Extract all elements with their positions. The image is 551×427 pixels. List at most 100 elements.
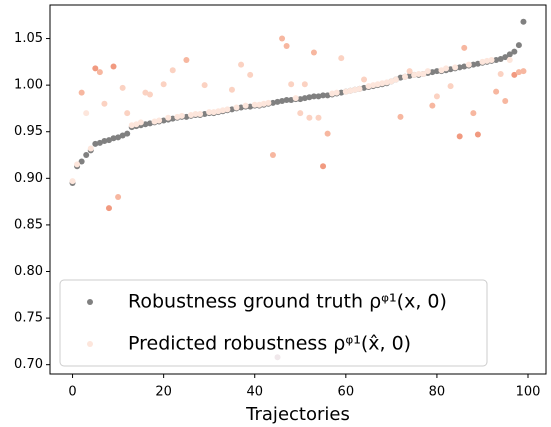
point	[156, 117, 163, 124]
x-tick-label: 80	[429, 385, 446, 400]
point	[92, 65, 99, 72]
point	[447, 83, 454, 90]
point	[502, 97, 509, 104]
point	[306, 114, 313, 121]
point	[283, 43, 290, 49]
point	[92, 140, 99, 147]
point	[301, 95, 308, 102]
point	[238, 104, 245, 111]
point	[238, 61, 245, 68]
point	[379, 80, 386, 87]
point	[169, 67, 176, 74]
point	[96, 139, 103, 146]
point	[438, 67, 445, 74]
point	[274, 98, 281, 105]
point	[101, 100, 108, 107]
point	[219, 107, 226, 114]
point	[142, 121, 149, 128]
point	[197, 111, 204, 118]
point	[206, 109, 213, 116]
point	[470, 61, 477, 68]
point	[288, 97, 295, 104]
point	[101, 138, 108, 145]
point	[160, 81, 167, 88]
point	[119, 84, 126, 91]
point	[488, 56, 495, 63]
y-tick-label: 0.80	[14, 264, 43, 279]
y-tick-label: 0.95	[14, 124, 43, 139]
point	[251, 101, 258, 108]
point	[310, 49, 317, 56]
y-tick-label: 0.70	[14, 357, 43, 372]
point	[406, 72, 413, 79]
point	[420, 70, 427, 77]
legend-label: Predicted robustness ρᵠ¹(x̂, 0)	[128, 333, 411, 355]
point	[192, 111, 199, 118]
point	[128, 122, 135, 129]
point	[329, 90, 336, 97]
point	[479, 58, 486, 65]
point	[78, 89, 85, 96]
point	[461, 44, 468, 51]
point	[269, 99, 276, 106]
point	[297, 110, 304, 117]
point	[137, 119, 144, 126]
point	[151, 118, 158, 125]
point	[511, 71, 518, 78]
legend-label: Robustness ground truth ρᵠ¹(x, 0)	[128, 291, 447, 313]
point	[474, 60, 481, 67]
point	[269, 152, 276, 159]
point	[506, 51, 513, 58]
point	[110, 135, 117, 142]
point	[69, 178, 76, 185]
point	[484, 57, 491, 64]
point	[392, 76, 399, 83]
point	[119, 132, 126, 139]
point	[511, 48, 518, 55]
point	[452, 64, 459, 71]
point	[115, 193, 122, 200]
point	[133, 121, 140, 128]
point	[83, 110, 90, 117]
point	[74, 161, 81, 168]
x-axis-label: Trajectories	[245, 404, 350, 425]
x-tick-label: 60	[338, 385, 355, 400]
point	[361, 84, 368, 91]
point	[497, 70, 504, 77]
point	[256, 101, 263, 108]
point	[456, 64, 463, 71]
point	[388, 78, 395, 85]
point	[201, 111, 208, 118]
point	[165, 114, 172, 121]
point	[279, 35, 286, 42]
point	[215, 108, 222, 115]
legend-marker	[87, 299, 93, 305]
y-tick-label: 0.75	[14, 311, 43, 326]
x-tick-label: 40	[246, 385, 263, 400]
point	[124, 110, 131, 117]
point	[105, 205, 112, 212]
point	[465, 61, 472, 68]
y-tick-label: 1.05	[14, 31, 43, 46]
point	[242, 102, 249, 109]
point	[520, 68, 527, 75]
point	[160, 117, 167, 124]
point	[315, 93, 322, 100]
point	[224, 106, 231, 113]
point	[146, 91, 153, 98]
y-tick-label: 0.90	[14, 171, 43, 186]
x-tick-label: 100	[516, 385, 541, 400]
point	[265, 99, 272, 106]
point	[383, 79, 390, 86]
point	[497, 56, 504, 63]
point	[260, 100, 267, 107]
point	[233, 104, 240, 111]
point	[288, 81, 295, 88]
x-tick-label: 20	[155, 385, 172, 400]
point	[247, 71, 254, 78]
point	[406, 68, 413, 75]
point	[506, 56, 513, 63]
point	[443, 65, 450, 72]
y-tick-label: 1.00	[14, 78, 43, 93]
